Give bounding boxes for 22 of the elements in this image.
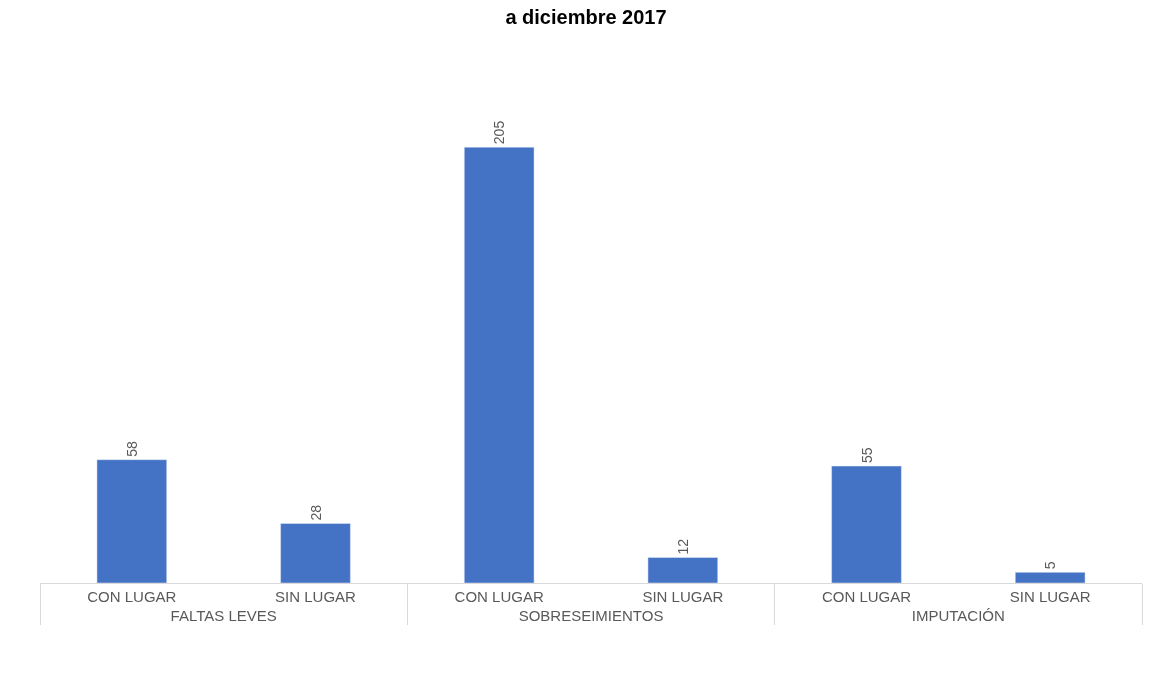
text: FALTAS LEVES [170, 607, 277, 624]
bar [280, 523, 351, 583]
x-tick-label: CON LUGAR [87, 588, 177, 605]
x-tick-label: SIN LUGAR [642, 588, 724, 605]
data-label: 205 [491, 120, 508, 145]
chart-title: a diciembre 2017 [505, 6, 667, 29]
bar [464, 146, 535, 583]
data-label: 12 [674, 538, 691, 555]
bar [96, 459, 167, 583]
text: SOBRESEIMIENTOS [518, 607, 664, 624]
x-tick-label: SIN LUGAR [1009, 588, 1091, 605]
data-label: 55 [858, 447, 875, 464]
data-label: 5 [1042, 561, 1059, 570]
bar [647, 557, 718, 583]
data-label: 28 [307, 504, 324, 521]
x-tick-label: CON LUGAR [821, 588, 912, 605]
data-label: 58 [123, 440, 140, 457]
x-tick-label: CON LUGAR [454, 588, 544, 605]
bar [1015, 572, 1086, 583]
x-tick-label: SIN LUGAR [275, 588, 357, 605]
bar [831, 465, 902, 583]
text: IMPUTACIÓN [911, 607, 1005, 624]
